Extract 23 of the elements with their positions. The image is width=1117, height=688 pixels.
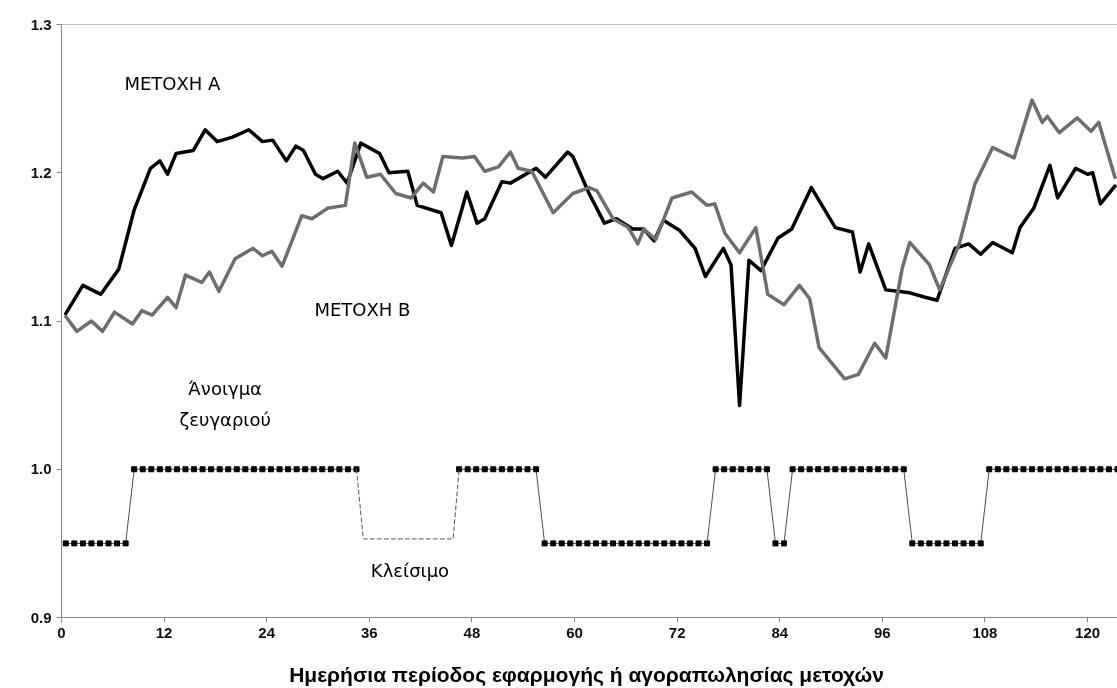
annotation: Άνοιγμα ζευγαριού [179,377,271,431]
y-tick-label: 1.0 [30,460,52,478]
x-tick-label: 0 [57,623,66,641]
x-axis-title: Ημερήσια περίοδος εφαρμογής ή αγοραπωλησίας μετοχών [289,662,885,687]
x-tick-label: 60 [566,623,583,641]
annotation: Κλείσιμο [370,559,450,581]
y-tick-label: 0.9 [30,608,52,626]
x-tick-label: 96 [874,623,891,641]
x-tick-label: 48 [463,623,481,641]
annotation: ΜΕΤΟΧΗ Β [314,298,411,320]
line-series [64,128,1117,408]
x-tick-label: 84 [771,623,789,641]
x-tick-label: 36 [360,623,378,641]
y-tick-label: 1.2 [30,163,52,181]
x-tick-label: 12 [155,623,173,641]
y-tick-label: 1.1 [30,312,52,329]
x-tick-label: 120 [1075,623,1101,641]
x-tick-label: 72 [668,623,686,641]
x-tick-label: 108 [972,623,998,641]
annotation: ΜΕΤΟΧΗ Α [124,73,222,95]
x-tick-label: 24 [258,623,276,641]
line-series [64,98,1117,381]
y-tick-label: 1.3 [30,15,52,33]
